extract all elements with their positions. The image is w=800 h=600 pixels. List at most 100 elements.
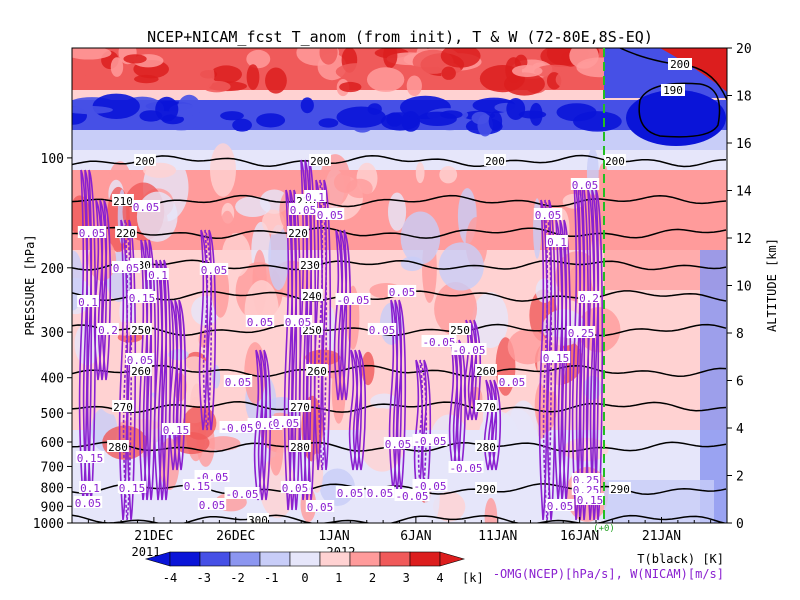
legend-vertical-velocity: -OMG(NCEP)[hPa/s], W(NICAM)[m/s] xyxy=(493,567,724,581)
contour-label-bg xyxy=(134,154,156,166)
vertical-velocity-label: 0.1 xyxy=(305,191,325,204)
vertical-velocity-contour xyxy=(206,229,217,431)
contour-label-bg xyxy=(287,226,309,238)
altitude-tick-label: 4 xyxy=(736,422,744,437)
contour-label-bg xyxy=(449,323,471,335)
w-label-bg xyxy=(182,479,212,491)
y-axis-label-altitude: ALTITUDE [km] xyxy=(765,238,779,332)
vertical-velocity-label: 0.05 xyxy=(201,264,228,277)
temperature-contour-label: 220 xyxy=(116,227,136,240)
temperature-contour-label: 250 xyxy=(302,324,322,337)
year-label-2011: 2011 xyxy=(132,545,161,559)
vertical-velocity-contour xyxy=(202,229,213,431)
init-marker-label: (+0) xyxy=(593,524,615,534)
w-label-bg xyxy=(304,190,326,202)
w-label-bg xyxy=(161,423,191,435)
anomaly-patch xyxy=(417,111,457,127)
contour-label-bg xyxy=(661,84,685,96)
colorbar-tick-label: 2 xyxy=(369,571,376,585)
w-label-bg xyxy=(147,268,169,280)
anomaly-patch xyxy=(555,70,583,89)
anomaly-patch xyxy=(415,162,425,184)
w-label-bg xyxy=(497,375,527,387)
anomaly-patch xyxy=(439,166,458,184)
temperature-contour-label: 260 xyxy=(131,365,151,378)
w-label-bg xyxy=(245,315,275,327)
anomaly-patch xyxy=(134,74,159,84)
anomaly-patch xyxy=(139,110,163,122)
w-label-bg xyxy=(315,208,345,220)
pressure-tick-label: 700 xyxy=(41,460,64,475)
vertical-velocity-label: 0.05 xyxy=(225,376,252,389)
colorbar-tick-label: -2 xyxy=(230,571,244,585)
vertical-velocity-label: 0.05 xyxy=(307,501,334,514)
colorbar-tick-label: 3 xyxy=(403,571,410,585)
vertical-velocity-label: 0.15 xyxy=(119,482,146,495)
w-label-bg xyxy=(533,208,563,220)
anomaly-patch xyxy=(110,57,124,77)
anomaly-patch xyxy=(518,110,547,119)
pressure-tick-label: 1000 xyxy=(33,517,64,532)
anomaly-patch xyxy=(300,97,314,114)
w-label-bg xyxy=(271,416,301,428)
w-label-bg xyxy=(280,481,310,493)
w-label-bg xyxy=(394,489,430,501)
temperature-contour-label: 200 xyxy=(310,155,330,168)
anomaly-patch xyxy=(471,111,489,125)
w-label-bg xyxy=(383,437,413,449)
vertical-velocity-label: 0.15 xyxy=(543,352,570,365)
anomaly-patch xyxy=(512,64,543,78)
vertical-velocity-label: 0.15 xyxy=(129,292,156,305)
colorbar-swatch xyxy=(229,551,261,567)
w-label-bg xyxy=(541,351,571,363)
vertical-velocity-label: -0.05 xyxy=(395,490,428,503)
temperature-contour-label: 260 xyxy=(307,365,327,378)
anomaly-patch xyxy=(370,393,398,410)
anomaly-patch xyxy=(569,48,599,69)
chart-title: NCEP+NICAM_fcst T_anom (from init), T & … xyxy=(147,28,653,46)
temperature-contour-label: 200 xyxy=(605,155,625,168)
anomaly-patch xyxy=(472,292,509,349)
contour-label-bg xyxy=(668,58,692,70)
vertical-velocity-contour xyxy=(122,219,133,521)
anomaly-patch xyxy=(206,436,241,451)
contour-label-bg xyxy=(604,154,626,166)
colorbar-unit: [k] xyxy=(462,571,484,585)
vertical-velocity-label: 0.2 xyxy=(579,292,599,305)
contour-label-bg xyxy=(130,323,152,335)
anomaly-band xyxy=(72,90,727,100)
vertical-velocity-label: 0.1 xyxy=(148,269,168,282)
altitude-tick-label: 8 xyxy=(736,327,744,342)
vertical-velocity-label: -0.05 xyxy=(452,344,485,357)
vertical-velocity-label: 0.1 xyxy=(547,236,567,249)
vertical-velocity-label: 0.05 xyxy=(385,438,412,451)
colorbar-swatch xyxy=(409,551,441,567)
anomaly-patch xyxy=(573,111,622,132)
colorbar-tick-label: -3 xyxy=(197,571,211,585)
date-tick-label: 21JAN xyxy=(642,529,681,544)
w-label-bg xyxy=(77,226,107,238)
temperature-contour-220 xyxy=(72,226,727,240)
temperature-contour-label: 200 xyxy=(485,155,505,168)
anomaly-patch xyxy=(123,54,147,64)
w-label-bg xyxy=(125,353,155,365)
anomaly-patch xyxy=(506,97,526,121)
w-label-bg xyxy=(117,481,147,493)
colorbar-swatch xyxy=(169,551,201,567)
vertical-velocity-label: 0.25 xyxy=(568,327,595,340)
vertical-velocity-contour xyxy=(538,199,549,521)
vertical-velocity-label: 0.05 xyxy=(247,316,274,329)
colorbar-swatch xyxy=(259,551,291,567)
anomaly-patch xyxy=(220,111,244,121)
colorbar-tick-label: -1 xyxy=(264,571,278,585)
colorbar: -4 -3 -2 -1 0 1 2 3 4 xyxy=(144,551,466,585)
vertical-velocity-contour xyxy=(546,199,557,521)
w-label-bg xyxy=(305,500,335,512)
vertical-velocity-label: 0.05 xyxy=(79,227,106,240)
vertical-velocity-contour xyxy=(101,199,112,381)
contour-label-bg xyxy=(130,364,152,376)
anomaly-patch xyxy=(246,64,260,90)
w-label-bg xyxy=(127,291,157,303)
altitude-tick-label: 10 xyxy=(736,280,752,295)
anomaly-patch xyxy=(488,111,503,131)
